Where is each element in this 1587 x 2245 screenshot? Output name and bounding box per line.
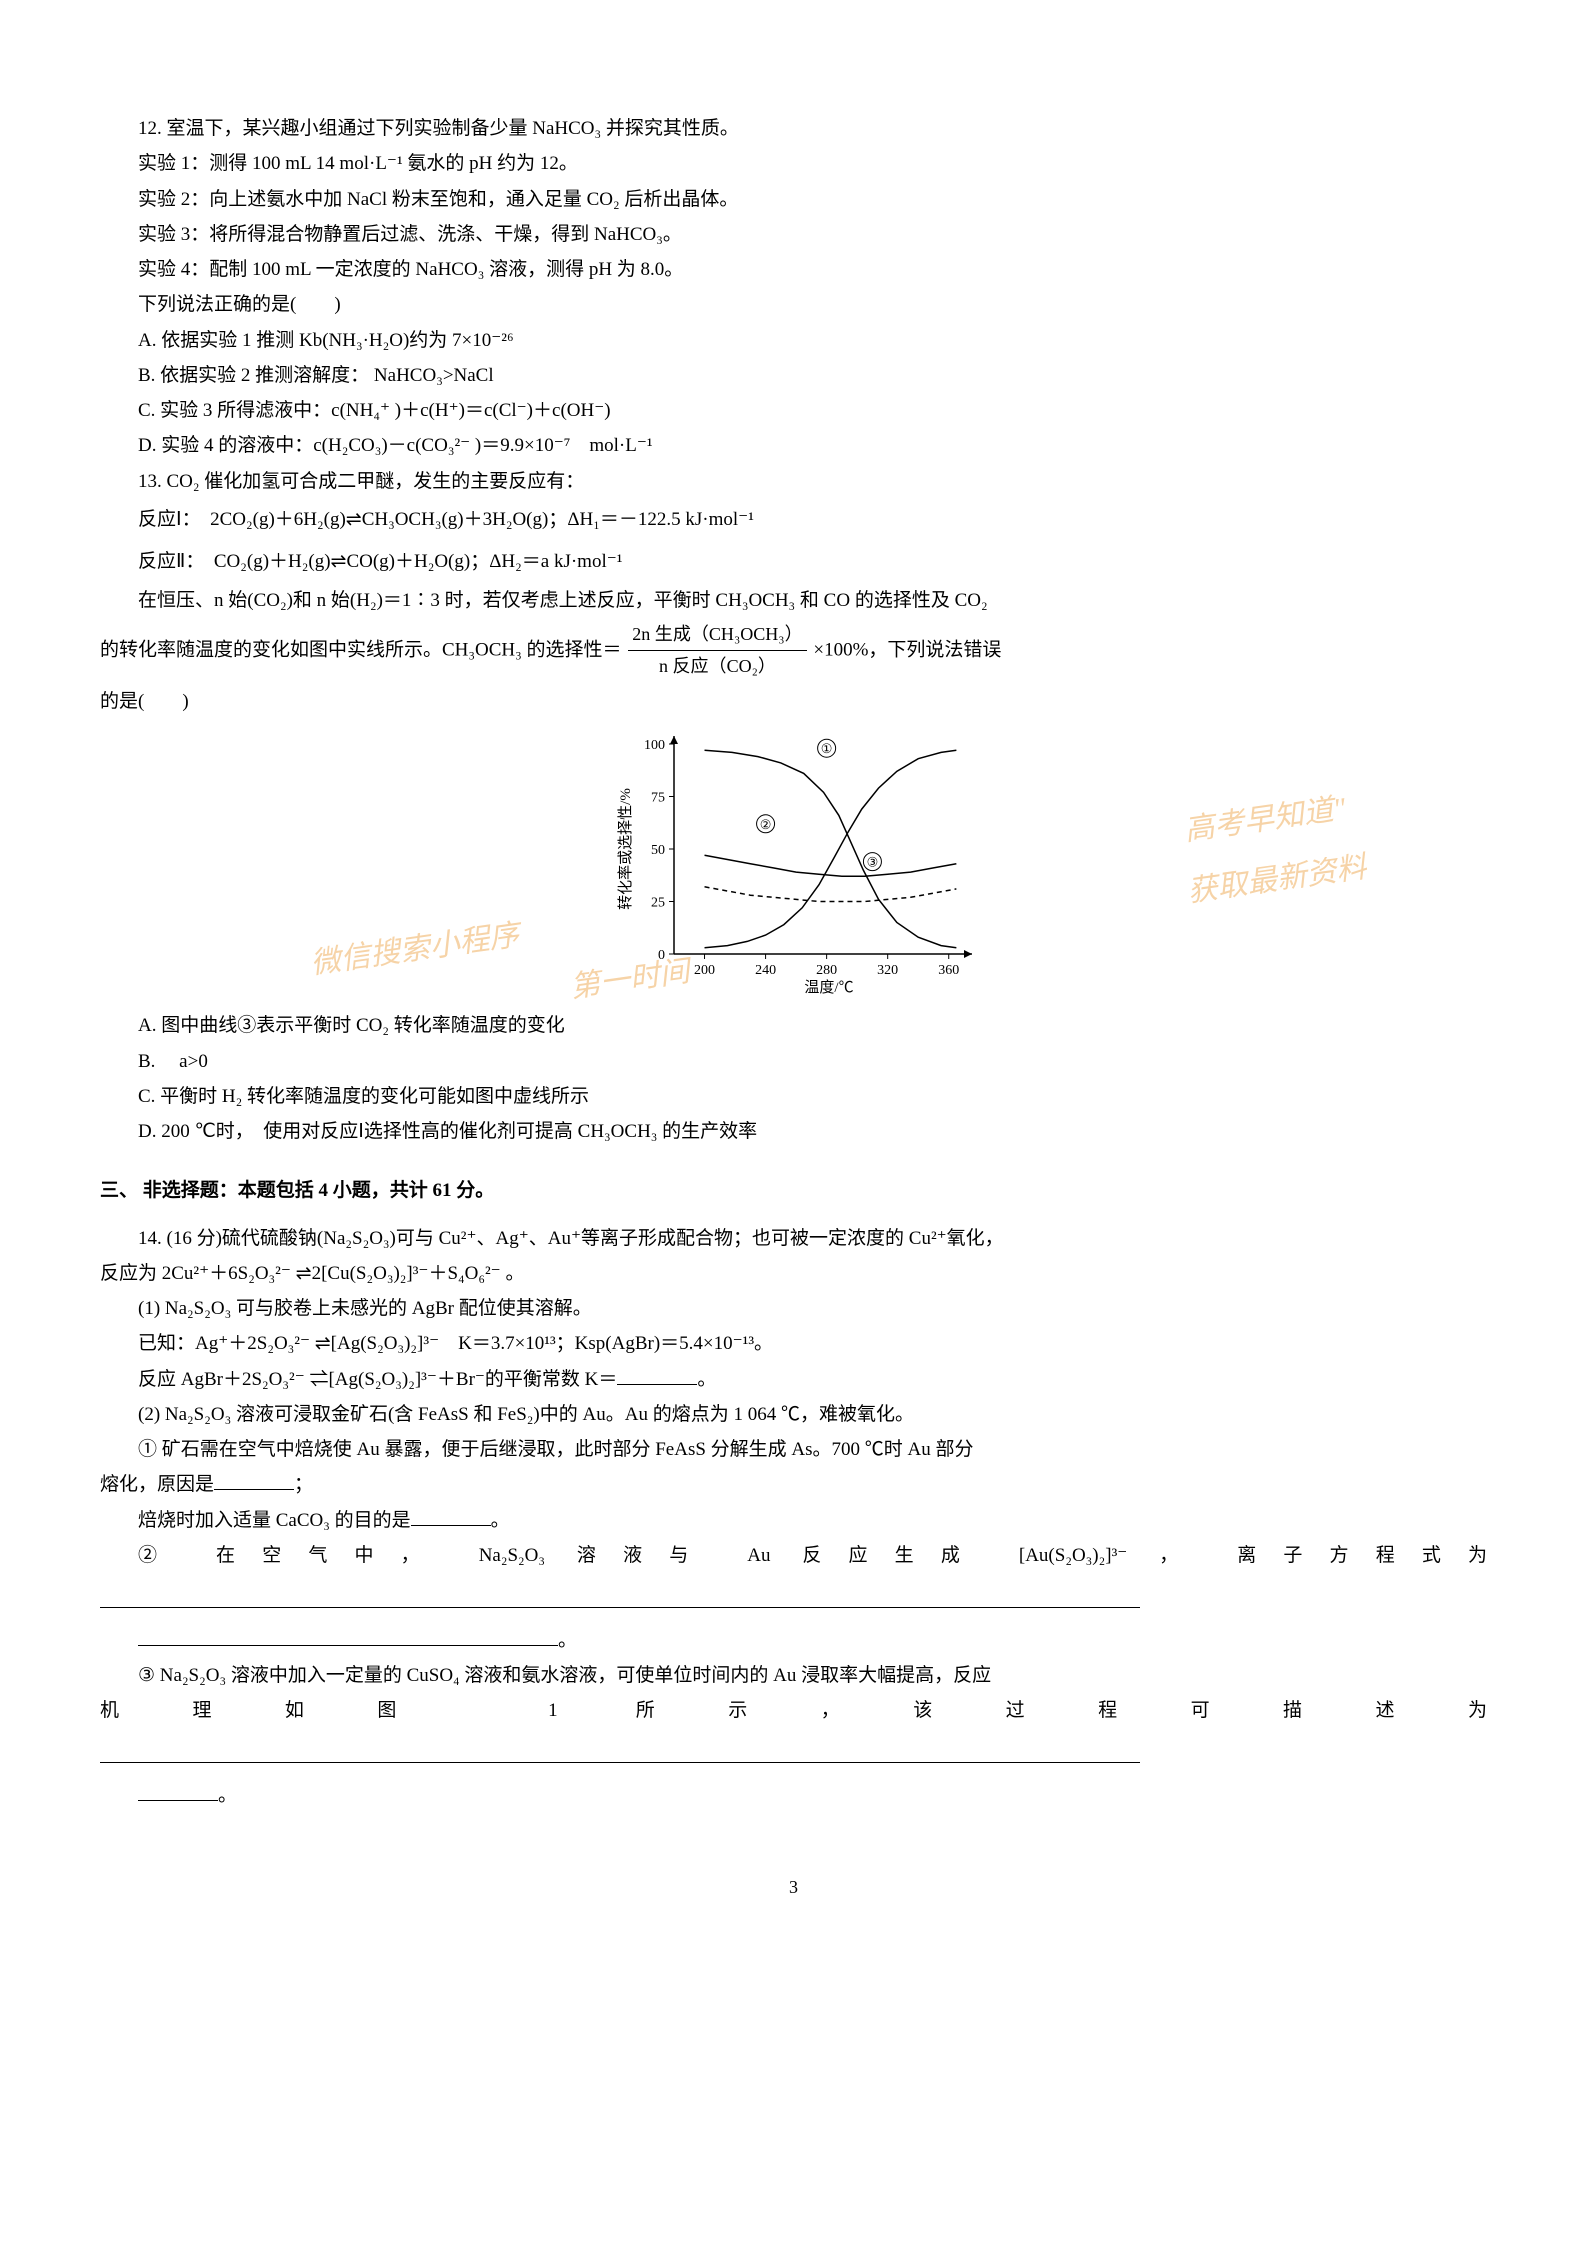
svg-text:320: 320 — [877, 963, 898, 978]
q14-p1a: (1) Na₂S₂O₃ 可与胶卷上未感光的 AgBr 配位使其溶解。 — [100, 1292, 1487, 1325]
blank-line-2 — [100, 1731, 1140, 1762]
q13-body-mid-a: 的转化率随温度的变化如图中实线所示。CH₃OCH₃ 的选择性＝ — [100, 639, 622, 660]
svg-text:①: ① — [820, 741, 832, 756]
q14-p2-1b-post: ； — [294, 1474, 313, 1495]
svg-text:②: ② — [759, 817, 771, 832]
svg-text:100: 100 — [644, 738, 665, 753]
q14-p1b: 已知：Ag⁺＋2S₂O₃²⁻ ⇌[Ag(S₂O₃)₂]³⁻ K＝3.7×10¹³… — [100, 1327, 1487, 1360]
q13-body-end: 的是( ) — [100, 685, 1487, 718]
blank-k — [617, 1365, 697, 1385]
watermark-3: 微信搜索小程序 — [307, 910, 522, 991]
q14-stem2: 反应为 2Cu²⁺＋6S₂O₃²⁻ ⇌2[Cu(S₂O₃)₂]³⁻＋S₄O₆²⁻… — [100, 1257, 1487, 1290]
q12-opt-b: B. 依据实验 2 推测溶解度： NaHCO₃>NaCl — [100, 359, 1487, 392]
blank-line-1 — [100, 1576, 1140, 1607]
q14-p2-1c: 焙烧时加入适量 CaCO₃ 的目的是 。 — [100, 1504, 1487, 1537]
q14-p2-1c-post: 。 — [491, 1510, 510, 1531]
q13-frac-num: 2n 生成（CH₃OCH₃） — [628, 619, 806, 652]
q14-p2-2-end: 。 — [100, 1624, 1487, 1657]
q12-exp2: 实验 2：向上述氨水中加 NaCl 粉末至饱和，通入足量 CO₂ 后析出晶体。 — [100, 183, 1487, 216]
q14-p1c: 反应 AgBr＋2S₂O₃²⁻ ⇌[Ag(S₂O₃)₂]³⁻＋Br⁻的平衡常数 … — [100, 1363, 1487, 1396]
blank-ion-eq — [138, 1626, 558, 1646]
q12-stem: 12. 室温下，某兴趣小组通过下列实验制备少量 NaHCO₃ 并探究其性质。 — [100, 112, 1487, 145]
q14-p1c-post: 。 — [697, 1369, 716, 1390]
blank-desc — [138, 1781, 218, 1801]
section-3-title: 三、 非选择题：本题包括 4 小题，共计 61 分。 — [100, 1174, 1487, 1207]
q14-stem: 14. (16 分)硫代硫酸钠(Na₂S₂O₃)可与 Cu²⁺、Ag⁺、Au⁺等… — [100, 1222, 1487, 1255]
q12-opt-c: C. 实验 3 所得滤液中：c(NH₄⁺ )＋c(H⁺)＝c(Cl⁻)＋c(OH… — [100, 394, 1487, 427]
q14-p2-3c-text: 。 — [218, 1785, 237, 1806]
svg-text:转化率或选择性/%: 转化率或选择性/% — [617, 788, 634, 910]
q13-opt-c: C. 平衡时 H₂ 转化率随温度的变化可能如图中虚线所示 — [100, 1080, 1487, 1113]
q13-opt-d: D. 200 ℃时， 使用对反应Ⅰ选择性高的催化剂可提高 CH₃OCH₃ 的生产… — [100, 1115, 1487, 1148]
svg-text:50: 50 — [651, 843, 665, 858]
q14-p2-1a: ① 矿石需在空气中焙烧使 Au 暴露，便于后继浸取，此时部分 FeAsS 分解生… — [100, 1433, 1487, 1466]
q12-exp1: 实验 1：测得 100 mL 14 mol·L⁻¹ 氨水的 pH 约为 12。 — [100, 147, 1487, 180]
q12-opt-a: A. 依据实验 1 推测 Kb(NH₃·H₂O)约为 7×10⁻²⁶ — [100, 324, 1487, 357]
q14-p1c-pre: 反应 AgBr＋2S₂O₃²⁻ ⇌[Ag(S₂O₃)₂]³⁻＋Br⁻的平衡常数 … — [138, 1369, 617, 1390]
svg-text:③: ③ — [866, 855, 878, 870]
q13-r1: 反应Ⅰ： 2CO₂(g)＋6H₂(g)⇌CH₃OCH₃(g)＋3H₂O(g)；Δ… — [100, 500, 1487, 540]
q13-chart-wrap: 200 240 280 320 360 0 25 50 75 100 温度/℃ 转化率或选择性/% ① ②… — [100, 724, 1487, 1005]
svg-text:240: 240 — [755, 963, 776, 978]
q13-opt-a: A. 图中曲线③表示平衡时 CO₂ 转化率随温度的变化 — [100, 1009, 1487, 1042]
q14-p2: (2) Na₂S₂O₃ 溶液可浸取金矿石(含 FeAsS 和 FeS₂)中的 A… — [100, 1398, 1487, 1431]
svg-text:75: 75 — [651, 791, 665, 806]
blank-reason — [214, 1470, 294, 1490]
q13-frac: 2n 生成（CH₃OCH₃） n 反应（CO₂） — [628, 619, 806, 683]
svg-text:0: 0 — [658, 948, 665, 963]
watermark-1: 高考早知道" — [1182, 783, 1350, 858]
q13-chart: 200 240 280 320 360 0 25 50 75 100 温度/℃ 转化率或选择性/% ① ②… — [604, 724, 984, 994]
q14-p2-1b-pre: 熔化，原因是 — [100, 1474, 214, 1495]
page-number: 3 — [100, 1872, 1487, 1904]
q13-body-pre: 在恒压、n 始(CO₂)和 n 始(H₂)＝1∶3 时，若仅考虑上述反应，平衡时… — [100, 584, 1487, 617]
watermark-2: 获取最新资料 — [1184, 842, 1370, 919]
q12-exp3: 实验 3：将所得混合物静置后过滤、洗涤、干燥，得到 NaHCO₃。 — [100, 218, 1487, 251]
q13-opt-b: B. a>0 — [100, 1045, 1487, 1078]
svg-text:360: 360 — [938, 963, 959, 978]
q14-p2-3c: 。 — [100, 1779, 1487, 1812]
svg-text:280: 280 — [816, 963, 837, 978]
q14-p2-2: ② 在空气中， Na₂S₂O₃ 溶液与 Au 反应生成 [Au(S₂O₃)₂]³… — [100, 1539, 1487, 1572]
svg-text:200: 200 — [694, 963, 715, 978]
q14-p2-3a: ③ Na₂S₂O₃ 溶液中加入一定量的 CuSO₄ 溶液和氨水溶液，可使单位时间… — [100, 1659, 1487, 1692]
svg-text:25: 25 — [651, 896, 665, 911]
q13-r2: 反应Ⅱ： CO₂(g)＋H₂(g)⇌CO(g)＋H₂O(g)；ΔH₂＝a kJ·… — [100, 542, 1487, 582]
q12-lead: 下列说法正确的是( ) — [100, 288, 1487, 321]
q14-p2-1b: 熔化，原因是 ； — [100, 1468, 1487, 1501]
q13-frac-den: n 反应（CO₂） — [628, 651, 806, 683]
q13-body-mid-b: ×100%，下列说法错误 — [813, 639, 1001, 660]
q12-opt-d: D. 实验 4 的溶液中：c(H₂CO₃)－c(CO₃²⁻ )＝9.9×10⁻⁷… — [100, 429, 1487, 462]
blank-purpose — [411, 1506, 491, 1526]
q14-p2-1c-pre: 焙烧时加入适量 CaCO₃ 的目的是 — [138, 1510, 411, 1531]
svg-text:温度/℃: 温度/℃ — [804, 979, 853, 994]
q13-stem: 13. CO₂ 催化加氢可合成二甲醚，发生的主要反应有： — [100, 465, 1487, 498]
q12-exp4: 实验 4：配制 100 mL 一定浓度的 NaHCO₃ 溶液，测得 pH 为 8… — [100, 253, 1487, 286]
q14-p2-3b: 机理如图 1 所示，该过程可描述为 — [100, 1694, 1487, 1727]
q13-body-mid: 的转化率随温度的变化如图中实线所示。CH₃OCH₃ 的选择性＝ 2n 生成（CH… — [100, 619, 1487, 683]
